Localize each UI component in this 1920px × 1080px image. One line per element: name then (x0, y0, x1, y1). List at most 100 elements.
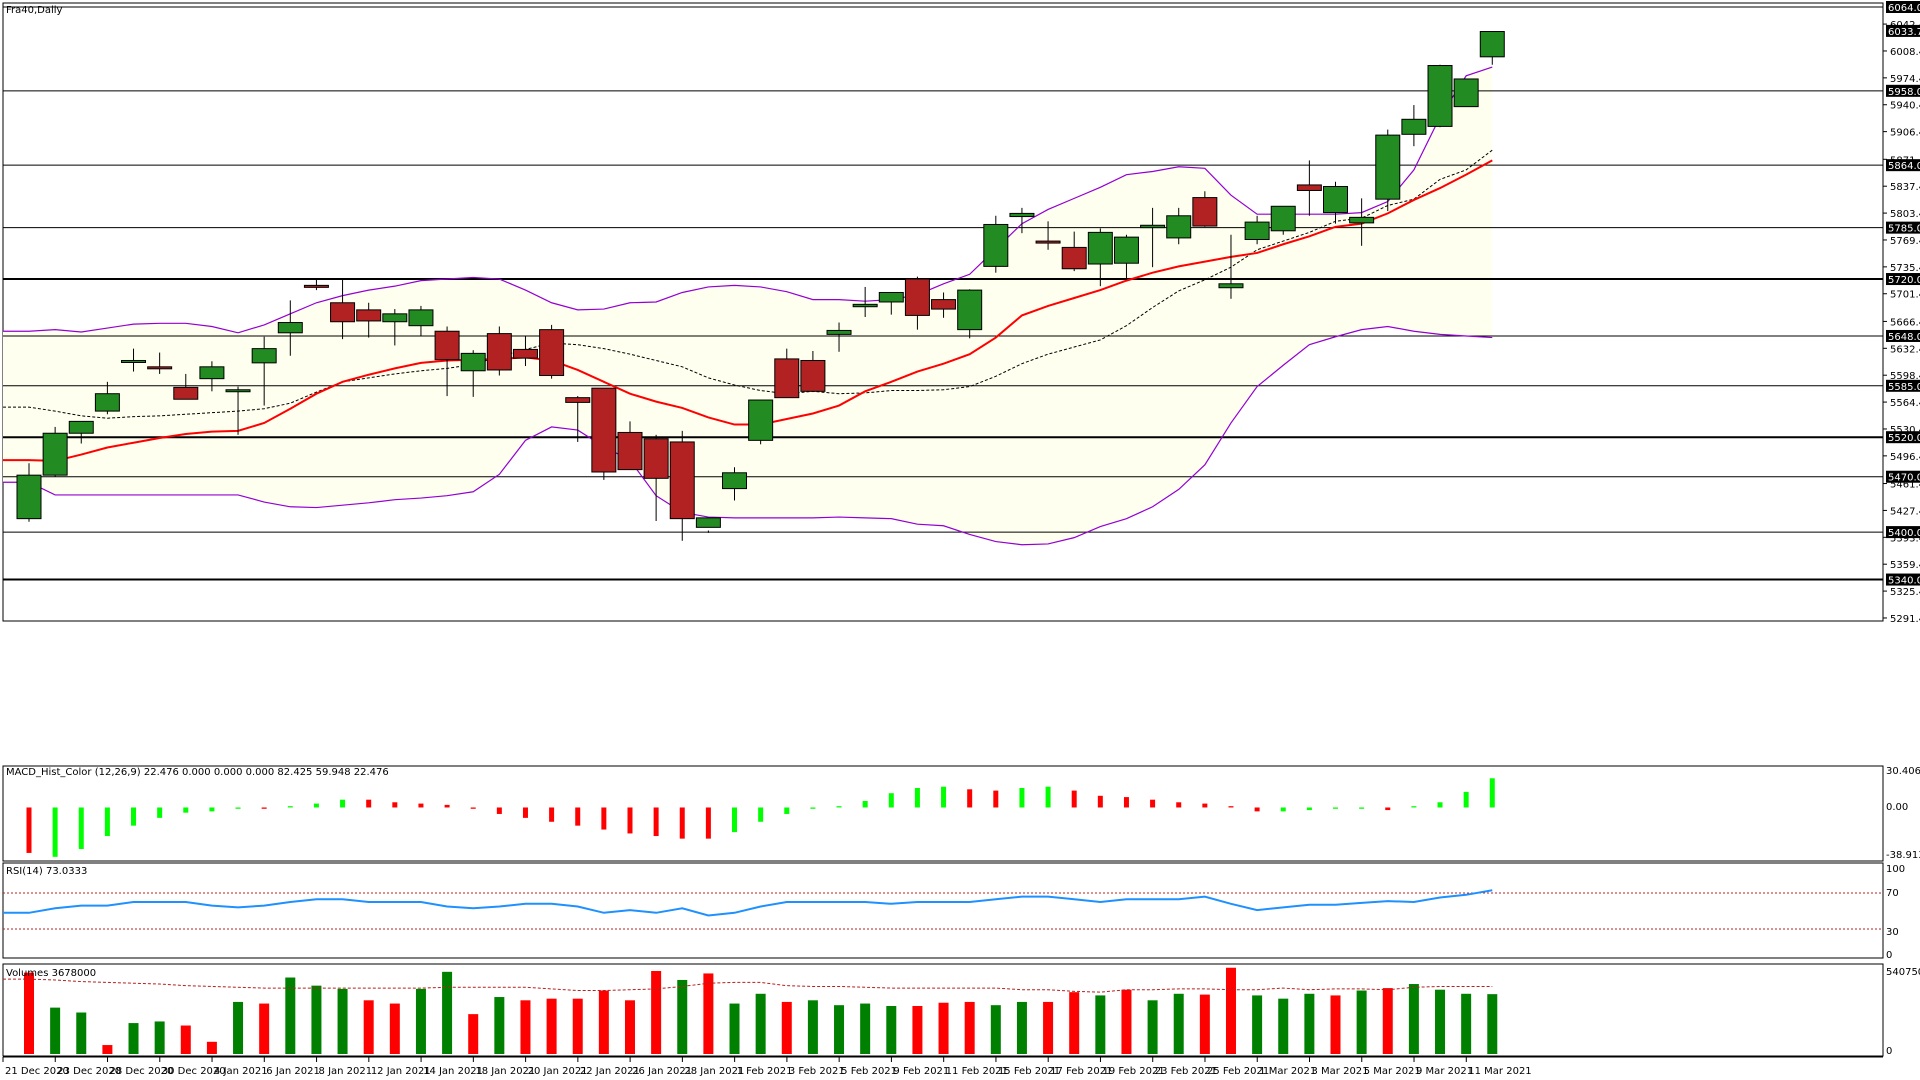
candle[interactable] (565, 396, 591, 442)
candle[interactable] (1113, 234, 1139, 280)
macd-bar (496, 807, 502, 814)
rsi-axis-0: 0 (1886, 950, 1892, 961)
time-tick-label: 1 Feb 2021 (737, 1066, 793, 1077)
bollinger-upper-line (3, 66, 1493, 334)
price-tick-label: 5632.40 (1890, 344, 1920, 355)
candle[interactable] (1166, 207, 1192, 245)
candle[interactable] (1192, 191, 1218, 227)
price-tick-label: 5769.40 (1890, 236, 1920, 247)
candle[interactable] (121, 348, 147, 372)
candle[interactable] (826, 322, 852, 352)
macd-bar (1306, 807, 1312, 811)
bollinger-band-lines (3, 66, 1493, 546)
macd-bar (157, 807, 163, 818)
candle-body (617, 431, 643, 471)
candle[interactable] (1218, 234, 1244, 299)
candle[interactable] (434, 326, 460, 397)
candle[interactable] (1035, 221, 1061, 250)
candle[interactable] (931, 292, 957, 318)
time-tick-label: 9 Mar 2021 (1416, 1066, 1473, 1077)
candle[interactable] (722, 467, 748, 501)
candle[interactable] (42, 426, 68, 477)
candle[interactable] (1140, 207, 1166, 268)
candle[interactable] (1453, 78, 1479, 108)
candle-body (695, 517, 721, 528)
candle[interactable] (983, 215, 1009, 273)
volume-bar (1121, 989, 1132, 1054)
rsi-pane[interactable] (2, 862, 1884, 959)
macd-pane[interactable] (2, 765, 1884, 862)
candle[interactable] (643, 434, 669, 522)
candle[interactable] (1296, 160, 1322, 216)
price-tick-label: 5940.40 (1890, 101, 1920, 112)
volume-bar (1278, 998, 1289, 1054)
price-axis[interactable]: 6042.406008.405974.405940.405906.405871.… (1883, 1, 1920, 625)
candle[interactable] (173, 373, 199, 400)
candle[interactable] (94, 381, 120, 415)
candle[interactable] (408, 305, 434, 336)
candle[interactable] (512, 335, 538, 367)
candlestick-series[interactable] (16, 31, 1505, 541)
candle-body (931, 299, 957, 310)
candle[interactable] (147, 352, 173, 374)
volume-bar (1095, 995, 1106, 1054)
candle[interactable] (460, 350, 486, 397)
candle[interactable] (878, 291, 904, 315)
candle[interactable] (1375, 129, 1401, 212)
candle[interactable] (1087, 228, 1113, 287)
candle[interactable] (356, 302, 382, 338)
candle[interactable] (330, 278, 356, 340)
macd-axis-max: 30.406 (1886, 766, 1920, 777)
candle[interactable] (591, 387, 617, 480)
candle[interactable] (957, 289, 983, 339)
volume-bar (1199, 994, 1210, 1054)
macd-bar (1045, 786, 1051, 808)
time-tick-label: 21 Dec 2020 (5, 1066, 69, 1077)
candle[interactable] (251, 336, 277, 406)
candle[interactable] (1323, 181, 1348, 224)
candle[interactable] (16, 463, 42, 522)
macd-bar (784, 807, 790, 814)
candle[interactable] (904, 276, 930, 330)
price-tick-label: 5564.40 (1890, 398, 1920, 409)
rsi-axis-30: 30 (1886, 927, 1899, 938)
candle[interactable] (1061, 231, 1087, 272)
candle-body (303, 284, 329, 288)
candle[interactable] (539, 324, 565, 379)
candle[interactable] (382, 309, 408, 346)
candle-body (565, 397, 591, 403)
candle[interactable] (1009, 207, 1035, 234)
candle[interactable] (1270, 205, 1296, 235)
candle[interactable] (1479, 31, 1505, 65)
candle[interactable] (225, 386, 251, 435)
candle[interactable] (1401, 105, 1427, 147)
candle[interactable] (669, 430, 695, 541)
candle[interactable] (303, 278, 329, 291)
candle[interactable] (617, 421, 643, 471)
candle[interactable] (199, 361, 225, 392)
candle[interactable] (1427, 64, 1453, 128)
candle[interactable] (774, 348, 800, 399)
candle[interactable] (748, 399, 774, 445)
candle[interactable] (800, 350, 826, 393)
candle-body (1244, 221, 1270, 240)
volume-bar (1252, 995, 1263, 1054)
candle[interactable] (277, 300, 303, 356)
candle[interactable] (1244, 215, 1270, 245)
time-tick-label: 18 Jan 2021 (475, 1066, 535, 1077)
macd-bar (1097, 795, 1103, 808)
candle[interactable] (852, 286, 878, 317)
macd-bar (862, 800, 868, 808)
candle[interactable] (486, 326, 512, 376)
candle[interactable] (695, 517, 721, 533)
bollinger-band-fill (3, 67, 1493, 545)
volume-bar (285, 977, 296, 1054)
price-tick-label: 5598.40 (1890, 371, 1920, 382)
volume-axis-min: 0 (1886, 1046, 1892, 1057)
candle-body (68, 420, 94, 434)
candle[interactable] (68, 420, 94, 444)
candle[interactable] (1349, 198, 1375, 246)
candle-body (42, 432, 68, 476)
